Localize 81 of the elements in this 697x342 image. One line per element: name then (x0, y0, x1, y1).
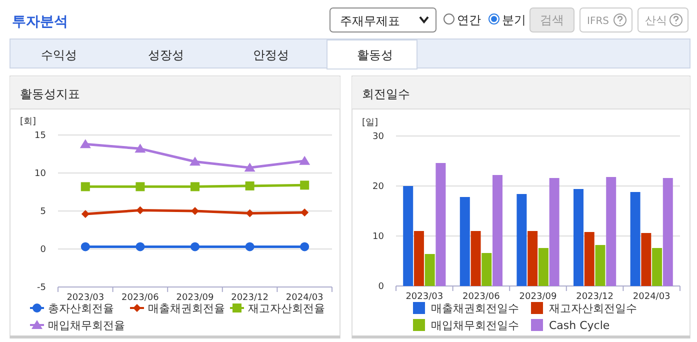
point (299, 156, 310, 165)
chart-title: 회전일수 (362, 87, 410, 101)
x-tick-label: 2023/06 (462, 292, 500, 302)
bar (641, 233, 652, 286)
text: 검색 (540, 13, 564, 27)
text: 산식 (645, 14, 667, 27)
point (136, 206, 144, 214)
y-tick-label: 10 (34, 169, 46, 179)
y-tick-label: 10 (372, 232, 384, 242)
x-tick-label: 2023/09 (519, 292, 557, 302)
legend-label: 매입채무회전일수 (431, 319, 519, 332)
bar (630, 192, 640, 286)
x-tick-label: 2023/03 (406, 292, 444, 302)
bar (538, 248, 548, 286)
point (80, 182, 90, 192)
point (80, 242, 90, 252)
bar (549, 178, 560, 286)
legend-label: 재고자산회전일수 (549, 302, 637, 315)
bar (528, 231, 538, 286)
bar (652, 248, 662, 286)
y-tick-label: 30 (372, 132, 384, 142)
point (190, 156, 200, 166)
bar (470, 231, 481, 286)
text: 주재무제표 (340, 14, 400, 28)
legend-label: 매출채권회전율 (148, 302, 225, 315)
bar (662, 178, 673, 286)
text: 성장성 (148, 48, 184, 62)
legend-label: 총자산회전율 (48, 302, 114, 315)
point (80, 139, 91, 148)
x-tick-label: 2023/12 (231, 293, 268, 303)
point (244, 162, 256, 172)
point (245, 242, 254, 252)
x-tick-label: 2023/03 (66, 293, 104, 303)
y-tick-label: 15 (34, 131, 46, 141)
legend-label: Cash Cycle (549, 319, 610, 332)
bar (516, 194, 527, 286)
text: 안정성 (253, 48, 289, 62)
x-tick-label: 2023/09 (176, 293, 214, 303)
chart-title: 활동성지표 (20, 87, 80, 101)
text: IFRS (587, 16, 609, 27)
y-axis-title: [일] (362, 118, 378, 128)
bar (606, 177, 616, 286)
text: 투자분석 (12, 14, 68, 30)
point (81, 210, 90, 218)
y-tick-label: 0 (378, 282, 384, 292)
bar (460, 197, 470, 286)
point (191, 207, 199, 215)
x-tick-label: 2023/12 (576, 292, 614, 302)
point (136, 182, 145, 192)
bar (424, 254, 435, 286)
y-tick-label: 0 (40, 245, 46, 255)
text: 분기 (502, 13, 526, 27)
bar (492, 175, 502, 286)
point (190, 182, 200, 192)
point (300, 242, 310, 252)
point (190, 242, 200, 252)
x-tick-label: 2024/03 (286, 293, 324, 303)
y-axis-title: [회] (20, 117, 36, 127)
y-tick-label: 20 (372, 182, 384, 192)
bar (414, 231, 424, 286)
bar (482, 253, 492, 286)
point (300, 180, 310, 190)
x-tick-label: 2024/03 (632, 292, 670, 302)
text: 활동성 (357, 48, 393, 62)
text: 수익성 (41, 48, 77, 62)
bar (403, 186, 414, 286)
text: 연간 (457, 13, 481, 27)
bar (595, 245, 606, 286)
point (136, 242, 145, 252)
y-tick-label: 5 (40, 207, 46, 217)
bar (584, 232, 594, 286)
legend-label: 매입채무회전율 (48, 319, 125, 332)
y-tick-label: -5 (37, 283, 46, 293)
point (245, 181, 254, 190)
x-tick-label: 2023/06 (122, 293, 160, 303)
point (134, 144, 146, 153)
point (300, 208, 309, 217)
bar (574, 189, 584, 286)
bar (436, 163, 446, 286)
legend-label: 매출채권회전일수 (431, 302, 519, 315)
legend-label: 재고자산회전율 (248, 302, 325, 315)
